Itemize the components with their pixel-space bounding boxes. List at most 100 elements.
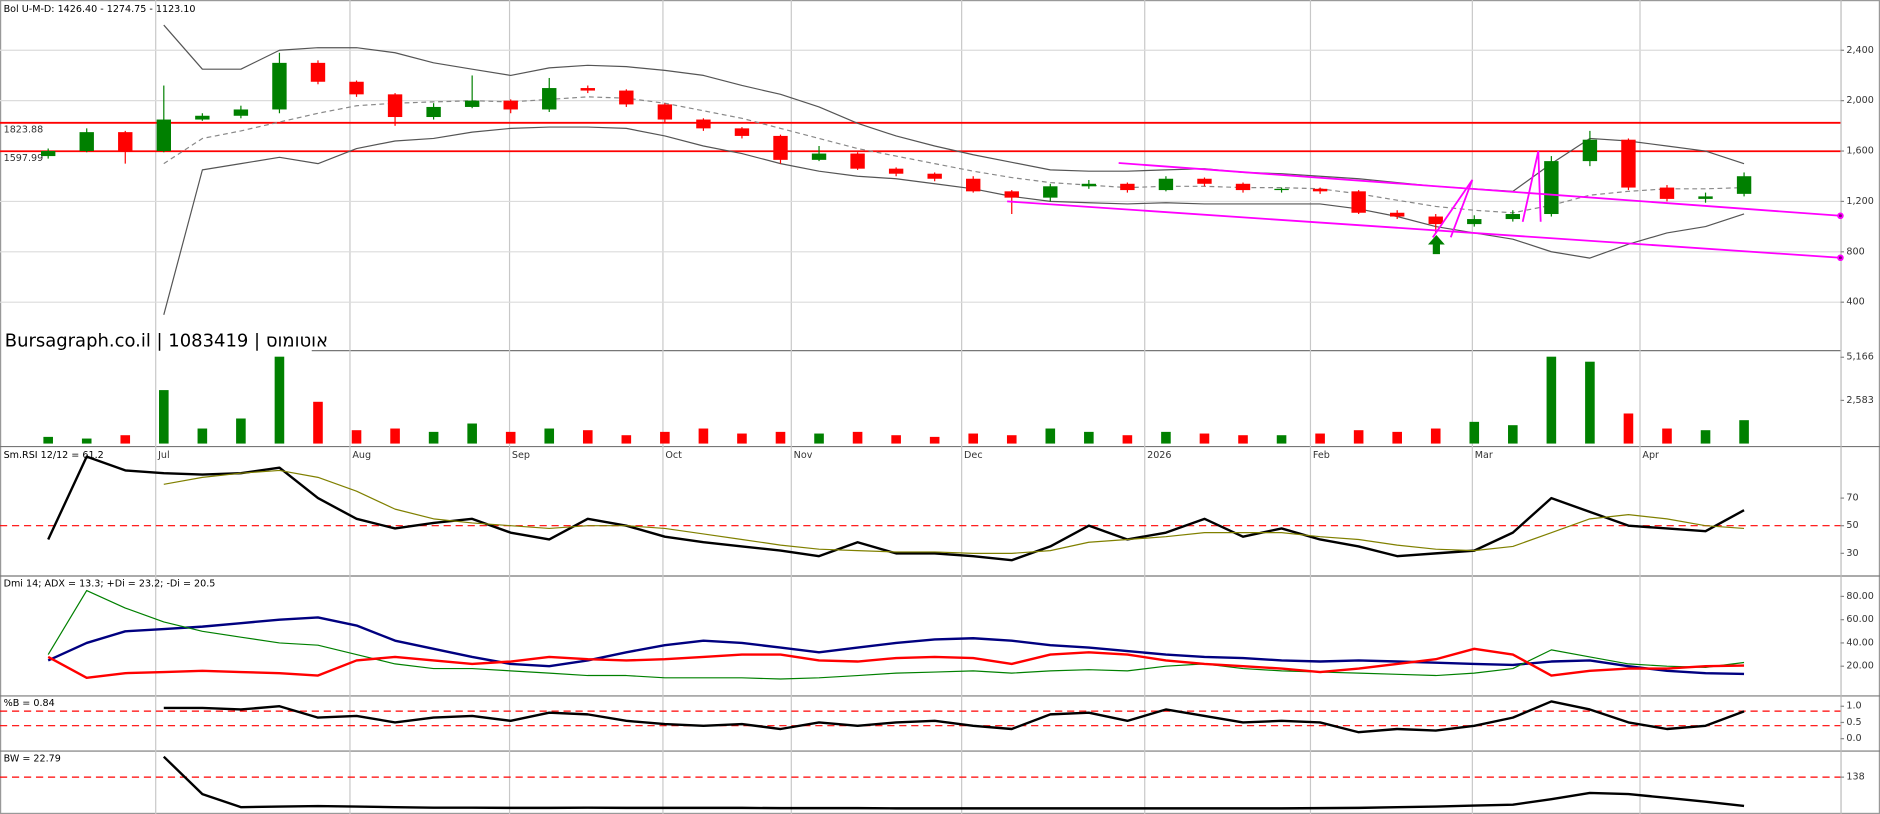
y-tick-label: 20.00 [1846,661,1873,672]
y-tick-label: 800 [1846,246,1864,257]
candle-body [349,81,364,95]
y-tick-label: 400 [1846,297,1864,308]
candle-body [1544,161,1559,215]
series-line [163,469,1745,554]
panel-title: Bol U-M-D: 1426.40 - 1274.75 - 1123.10 [4,4,196,15]
candle-body [850,153,865,169]
volume-bar [737,433,747,444]
candle-body [1120,183,1135,191]
candle-body [79,132,94,152]
series-line [163,700,1745,734]
y-tick-label: 2,000 [1846,95,1873,106]
trend-line [1007,200,1841,259]
candle-body [888,168,904,174]
volume-bar [274,356,285,444]
candle-body [1467,219,1482,225]
candle-body [1659,187,1675,199]
trend-lines [1007,150,1844,262]
volume-bar [891,435,901,444]
volume-bar [1045,428,1056,444]
x-tick-label: Jul [157,450,170,461]
volume-bar [1508,425,1518,444]
volume-bar [1546,356,1557,444]
candle-body [1389,212,1405,217]
y-tick-label: 2,583 [1846,395,1873,406]
trend-end [1837,254,1844,262]
candle-body [310,62,326,82]
volume-bar [351,430,362,444]
panel-title: BW = 22.79 [4,753,61,764]
candle-body [1312,188,1328,192]
volume-bar [1430,428,1441,444]
volume-bar [1392,431,1402,444]
candle-body [1505,214,1521,220]
signal-arrow [1427,234,1445,255]
candle-body [1621,139,1636,188]
volume-bar [1276,435,1287,444]
series-line [47,589,1745,680]
volume-bar [1199,433,1210,444]
candle-body [657,104,673,120]
volume-bar [544,428,555,444]
candle-body [1158,178,1174,191]
candle-body [580,88,595,91]
volume-bar [505,431,516,444]
volume-bar [814,433,824,444]
volume-bar [1662,428,1672,444]
y-tick-label: 80.00 [1846,591,1873,602]
y-tick-label: 40.00 [1846,637,1873,648]
volume-bar [660,431,670,444]
candle-body [1274,188,1289,191]
candle-body [272,62,287,110]
volume-bar [582,430,593,444]
y-tick-label: 70 [1846,493,1858,504]
y-tick-label: 1.0 [1846,701,1861,712]
y-tick-label: 30 [1846,548,1858,559]
series-line [47,647,1745,680]
volume-bar [698,428,709,444]
level-label: 1597.99 [4,153,44,164]
panel-title: Sm.RSI 12/12 = 61.2 [4,450,104,461]
x-tick-label: Oct [665,450,682,461]
series-line [47,616,1745,676]
x-tick-label: Aug [352,450,371,461]
candle-body [156,119,172,152]
candle-body [387,94,403,118]
candle-body [1428,216,1443,225]
candle-body [1043,186,1058,198]
candle-body [118,132,133,152]
candle-body [542,88,557,110]
y-tick-label: 0.5 [1846,717,1861,728]
volume-bar [1122,435,1133,444]
volume-bar [120,435,131,444]
volume-bar [428,431,439,444]
candle-body [464,100,480,107]
volume-bar [390,428,400,444]
series-line [162,755,1745,810]
candle-body [927,173,942,179]
panel-title: Dmi 14; ADX = 13.3; +Di = 23.2; -Di = 20… [4,578,216,589]
y-tick-label: 2,400 [1846,45,1873,56]
trend-end [1837,212,1844,220]
candle-body [1081,183,1097,187]
volume-bar [197,428,208,444]
volume-bar [1161,431,1171,444]
volume-bar [852,431,863,444]
y-tick-label: 5,166 [1846,352,1873,363]
volume-bar [1700,430,1711,444]
y-tick-label: 0.0 [1846,733,1861,744]
volume-bar [313,401,323,444]
y-tick-label: 50 [1846,520,1858,531]
candle-body [503,100,518,110]
volume-bar [1238,435,1248,444]
candle-body [811,153,827,160]
candle-body [773,135,788,160]
trend-line [1432,179,1474,238]
candle-body [734,128,750,136]
volume-bar [1469,421,1480,444]
candle-body [1698,196,1713,199]
